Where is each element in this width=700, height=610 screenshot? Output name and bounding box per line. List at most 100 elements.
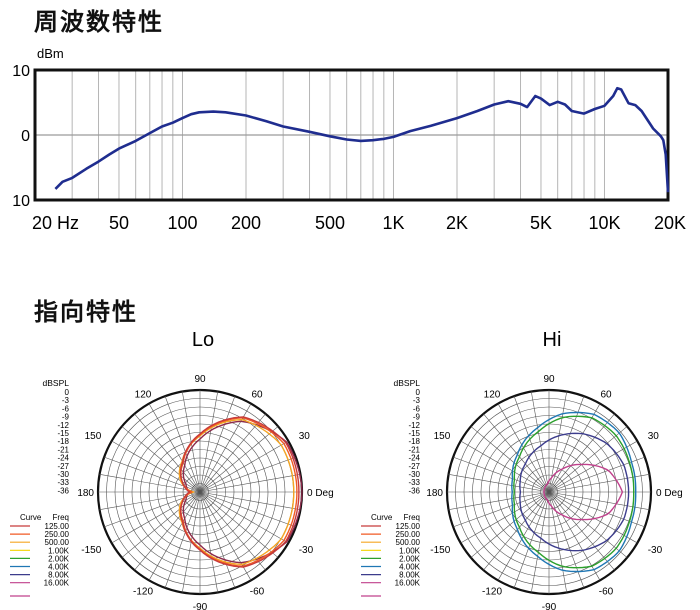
polar-r-tick: -12	[57, 421, 69, 430]
polar-spoke	[548, 440, 638, 493]
polar-spoke	[483, 491, 550, 571]
polar-title: Lo	[192, 329, 214, 351]
polar-spoke	[460, 491, 550, 544]
x-tick-label: 20K	[654, 213, 686, 233]
polar-spoke	[164, 396, 201, 493]
legend-header-curve: Curve	[20, 513, 42, 522]
polar-spoke	[164, 491, 201, 588]
polar-angle-label: 90	[543, 374, 555, 385]
legend-freq: 125.00	[45, 522, 70, 531]
legend-freq: 2.00K	[399, 554, 421, 563]
legend-freq: 4.00K	[399, 563, 421, 572]
polar-angle-label: 60	[251, 389, 263, 400]
polar-spoke	[148, 403, 201, 493]
frequency-heading: 周波数特性	[34, 8, 164, 36]
polar-angle-label: 150	[434, 431, 451, 442]
polar-spoke	[448, 491, 550, 511]
polar-angle-label: 120	[135, 389, 152, 400]
polar-spoke	[470, 491, 550, 558]
polar-spoke	[199, 491, 236, 588]
polar-r-tick: -15	[408, 429, 420, 438]
polar-spoke	[530, 491, 550, 593]
polar-r-tick: -24	[57, 454, 69, 463]
polar-r-tick: -15	[57, 429, 69, 438]
x-tick-label: 10K	[588, 213, 620, 233]
polar-r-label: dBSPL	[394, 378, 421, 388]
response-curve	[54, 86, 670, 193]
polar-spoke	[199, 491, 219, 593]
polar-angle-label: 120	[484, 389, 501, 400]
legend-freq: 1.00K	[48, 546, 70, 555]
polar-spoke	[453, 491, 550, 528]
polar-spoke	[199, 491, 266, 571]
polar-spoke	[148, 491, 201, 581]
polar-spoke	[199, 413, 266, 493]
polar-angle-label: 90	[194, 374, 206, 385]
polar-spoke	[121, 426, 201, 493]
legend-freq: 4.00K	[48, 563, 70, 572]
polar-r-tick: -27	[408, 462, 420, 471]
x-tick-label: 50	[109, 213, 129, 233]
polar-spoke	[548, 491, 568, 593]
polar-r-tick: -9	[413, 413, 421, 422]
polar-r-tick: 0	[416, 388, 421, 397]
legend-freq: 16.00K	[44, 579, 70, 588]
polar-r-tick: -3	[62, 396, 70, 405]
polar-spoke	[513, 396, 550, 493]
x-tick-label: 2K	[446, 213, 468, 233]
polar-angle-label: 150	[85, 431, 102, 442]
legend-freq: 16.00K	[395, 579, 421, 588]
legend-freq: 125.00	[396, 522, 421, 531]
legend-freq: 250.00	[396, 530, 421, 539]
polar-angle-label: 60	[600, 389, 612, 400]
polar-spoke	[548, 391, 568, 493]
polar-spoke	[199, 491, 289, 544]
polar-spoke	[99, 491, 201, 511]
polar-angle-label: 180	[77, 488, 94, 499]
legend-header-freq: Freq	[53, 513, 69, 522]
polar-spoke	[199, 491, 279, 558]
polar-r-tick: -27	[57, 462, 69, 471]
directivity-heading: 指向特性	[34, 298, 138, 326]
polar-angle-label: -90	[542, 602, 557, 610]
polar-r-tick: -6	[413, 404, 421, 413]
polar-spoke	[199, 473, 301, 493]
legend-header-freq: Freq	[404, 513, 420, 522]
polar-spoke	[513, 491, 550, 588]
polar-r-tick: -12	[408, 421, 420, 430]
polar-spoke	[548, 426, 628, 493]
polar-angle-label: -120	[133, 587, 153, 598]
x-tick-label: 5K	[530, 213, 552, 233]
polar-angle-label: -60	[250, 587, 265, 598]
legend-header-curve: Curve	[371, 513, 393, 522]
polar-r-tick: -21	[57, 445, 69, 454]
polar-angle-label: -60	[599, 587, 614, 598]
polar-spoke	[199, 440, 289, 493]
polar-curve	[513, 415, 635, 569]
polar-angle-label: 30	[299, 431, 311, 442]
y-axis-label: dBm	[37, 46, 64, 61]
legend-freq: 500.00	[45, 538, 70, 547]
polar-angle-label: -30	[299, 545, 314, 556]
polar-spoke	[199, 426, 279, 493]
polar-r-tick: -30	[408, 470, 420, 479]
polar-r-tick: -18	[57, 437, 69, 446]
polar-r-tick: -9	[62, 413, 70, 422]
polar-r-tick: -21	[408, 445, 420, 454]
polar-r-tick: -36	[408, 486, 420, 495]
polar-curve	[511, 411, 637, 573]
legend-freq: 500.00	[396, 538, 421, 547]
polar-angle-label: 0 Deg	[656, 488, 683, 499]
polar-spoke	[199, 491, 301, 511]
polar-spoke	[530, 391, 550, 493]
legend-freq: 8.00K	[399, 571, 421, 580]
x-tick-label: 1K	[382, 213, 404, 233]
polar-legend: Curve Freq125.00250.00500.001.00K2.00K4.0…	[10, 513, 70, 597]
y-tick-label: 0	[21, 128, 30, 145]
polar-angle-label: -150	[81, 545, 101, 556]
polar-spoke	[121, 491, 201, 558]
polar-spoke	[134, 413, 201, 493]
